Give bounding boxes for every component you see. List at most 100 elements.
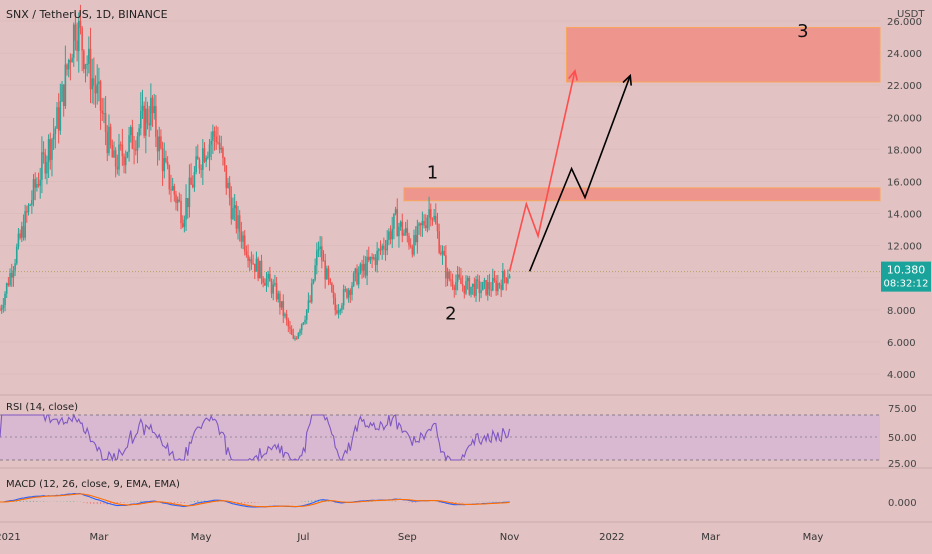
candle-body: [329, 278, 332, 284]
candle-body: [34, 179, 36, 188]
candle-body: [193, 172, 196, 188]
projection-path[interactable]: [508, 70, 576, 272]
candle-body: [470, 286, 472, 295]
price-tick-label: 18.000: [887, 145, 922, 156]
candle-body: [151, 97, 154, 114]
candle-body: [218, 142, 221, 150]
time-tick-label: Mar: [89, 532, 109, 543]
candle-body: [106, 131, 109, 154]
candle-body: [435, 215, 437, 224]
candle-body: [183, 219, 186, 227]
candle-body: [86, 63, 88, 65]
candle-body: [480, 290, 482, 294]
candle-body: [173, 186, 176, 195]
candle-body: [22, 226, 25, 238]
macd-pane: MACD (12, 26, close, 9, EMA, EMA) 0.000: [0, 479, 917, 509]
candle-body: [84, 64, 87, 70]
candle-body: [450, 279, 452, 281]
candle-body: [134, 149, 137, 151]
wave-label: 2: [445, 303, 456, 324]
candle-body: [476, 279, 479, 281]
candle-body: [481, 282, 484, 291]
macd-label: MACD (12, 26, close, 9, EMA, EMA): [6, 479, 180, 490]
candle-body: [191, 184, 194, 188]
candle-body: [237, 215, 239, 229]
candle-body: [245, 251, 248, 256]
candle-body: [198, 159, 201, 169]
candle-body: [403, 232, 405, 236]
candle-body: [349, 290, 352, 295]
candle-body: [436, 223, 439, 232]
price-tick-label: 24.000: [887, 49, 922, 60]
candle-body: [37, 183, 40, 186]
candle-body: [31, 200, 33, 205]
candle-body: [7, 283, 10, 286]
candle-body: [217, 142, 219, 144]
price-tick-label: 8.000: [887, 306, 916, 317]
price-tick-label: 26.000: [887, 17, 922, 28]
candle-body: [391, 228, 394, 240]
price-tick-label: 22.000: [887, 81, 922, 92]
last-price-value: 10.380: [887, 264, 926, 277]
candle-body: [443, 250, 445, 256]
candle-body: [386, 239, 388, 251]
candle-body: [272, 284, 275, 294]
candle-body: [371, 256, 373, 259]
candle-body: [300, 324, 303, 331]
candle-body: [145, 108, 147, 136]
rsi-tick-upper: 75.00: [888, 404, 917, 415]
candle-body: [114, 150, 117, 167]
wave-label: 1: [427, 162, 438, 183]
candle-body: [295, 338, 298, 340]
candle-body: [502, 270, 504, 290]
price-zone[interactable]: [566, 26, 881, 83]
candle-body: [118, 144, 120, 170]
price-zone[interactable]: [403, 187, 881, 202]
candle-body: [94, 85, 97, 94]
candle-body: [46, 162, 48, 174]
candle-body: [42, 152, 45, 155]
wave-labels: 1 2 3: [427, 21, 809, 324]
candle-body: [297, 333, 300, 339]
candle-body: [66, 64, 68, 70]
candle-body: [44, 154, 47, 174]
candle-body: [369, 256, 372, 261]
candle-body: [5, 283, 8, 294]
candle-body: [431, 219, 434, 221]
candle-body: [136, 136, 139, 151]
candle-body: [17, 233, 20, 247]
candle-body: [426, 217, 429, 229]
candle-body: [302, 322, 305, 325]
candle-body: [307, 300, 310, 310]
candle-body: [289, 326, 291, 330]
candle-body: [326, 268, 328, 280]
candle-body: [285, 314, 288, 320]
price-axis[interactable]: 26.000 24.000 22.000 20.000 18.000 16.000 14.0…: [887, 17, 922, 381]
candle-body: [495, 280, 497, 292]
time-tick-label: Mar: [701, 532, 721, 543]
candle-body: [433, 215, 435, 220]
candle-body: [342, 289, 345, 306]
candle-body: [460, 277, 462, 284]
candle-body: [163, 158, 166, 172]
candle-body: [364, 263, 367, 276]
candle-body: [235, 205, 238, 229]
candle-body: [379, 249, 382, 251]
candle-body: [166, 161, 169, 166]
candle-body: [252, 263, 254, 265]
candle-body: [351, 285, 353, 295]
rsi-line: [0, 413, 511, 463]
candle-body: [74, 24, 77, 41]
candle-body: [401, 221, 404, 236]
projection-path[interactable]: [528, 75, 631, 272]
candle-body: [366, 256, 368, 276]
time-axis[interactable]: 2021 Mar May Jul Sep Nov 2022 Mar May: [0, 532, 823, 543]
candle-body: [319, 246, 321, 249]
candle-body: [259, 260, 261, 279]
candle-body: [2, 305, 5, 309]
candle-body: [247, 255, 249, 261]
candle-body: [61, 84, 63, 102]
candle-body: [399, 221, 402, 227]
candle-body: [32, 179, 35, 201]
